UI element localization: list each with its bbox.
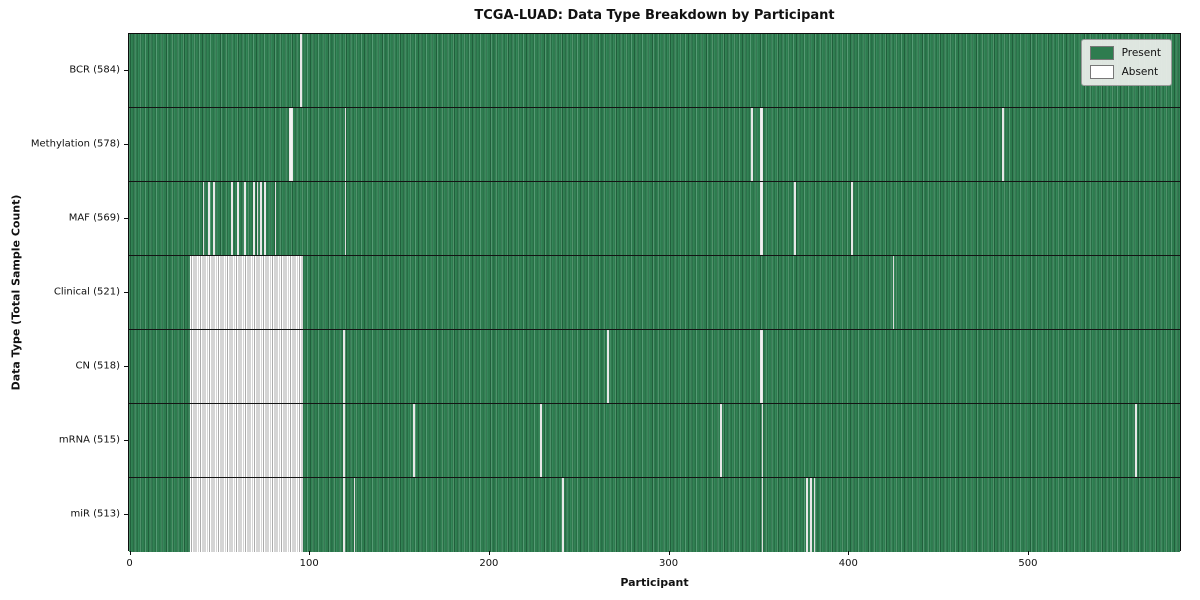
absent-segment [761, 478, 764, 552]
x-tick-label-200: 200 [479, 558, 499, 569]
x-axis-label: Participant [620, 576, 689, 589]
heatmap-row-bcr [129, 34, 1180, 108]
absent-segment [353, 478, 356, 552]
absent-segment [606, 330, 609, 403]
absent-segment [288, 108, 293, 181]
absent-segment [202, 182, 205, 255]
y-tick-mark [124, 144, 128, 145]
legend-item-present: Present [1089, 46, 1161, 60]
absent-segment [190, 330, 304, 403]
x-tick-mark [129, 551, 131, 555]
absent-segment [256, 182, 259, 255]
y-tick-mark [124, 514, 128, 515]
absent-segment [813, 478, 816, 552]
x-tick-label-400: 400 [838, 558, 858, 569]
absent-segment [412, 404, 415, 477]
heatmap-row-mir [129, 478, 1180, 552]
x-tick-label-100: 100 [299, 558, 319, 569]
absent-segment [562, 478, 564, 552]
absent-segment [892, 256, 895, 329]
x-tick-mark [1027, 551, 1029, 555]
absent-segment [252, 182, 255, 255]
heatmap-row-maf [129, 182, 1180, 256]
absent-segment [236, 182, 239, 255]
absent-swatch [1089, 65, 1114, 79]
absent-segment [260, 182, 262, 255]
x-tick-mark [488, 551, 490, 555]
absent-segment [190, 404, 304, 477]
absent-segment [540, 404, 543, 477]
x-tick-label-500: 500 [1018, 558, 1038, 569]
absent-segment [231, 182, 234, 255]
absent-segment [344, 108, 347, 181]
legend-item-absent: Absent [1089, 65, 1161, 79]
absent-segment [263, 182, 266, 255]
absent-segment [810, 478, 812, 552]
y-tick-mark [124, 366, 128, 367]
y-tick-label-mir: miR (513) [70, 508, 120, 520]
absent-segment [720, 404, 722, 477]
heatmap-row-methylation [129, 108, 1180, 182]
legend: Present Absent [1080, 39, 1172, 86]
heatmap-row-mrna [129, 404, 1180, 478]
absent-segment [342, 478, 345, 552]
heatmap-plot-area: Present Absent [128, 33, 1181, 552]
absent-segment [190, 478, 304, 552]
y-tick-mark [124, 218, 128, 219]
present-swatch [1089, 46, 1114, 60]
heatmap-row-cn [129, 330, 1180, 404]
absent-segment [806, 478, 809, 552]
absent-segment [793, 182, 796, 255]
absent-segment [344, 182, 347, 255]
absent-segment [750, 108, 753, 181]
absent-segment [190, 256, 304, 329]
x-tick-mark [309, 551, 311, 555]
absent-segment [759, 182, 764, 255]
absent-segment [342, 330, 345, 403]
x-tick-mark [848, 551, 850, 555]
x-tick-mark [668, 551, 670, 555]
chart-title: TCGA-LUAD: Data Type Breakdown by Partic… [474, 8, 835, 23]
absent-segment [244, 182, 246, 255]
legend-label-present: Present [1121, 47, 1161, 59]
y-tick-label-clinical: Clinical (521) [53, 286, 120, 298]
absent-segment [1002, 108, 1005, 181]
y-tick-mark [124, 70, 128, 71]
absent-segment [759, 330, 764, 403]
legend-label-absent: Absent [1121, 66, 1159, 78]
absent-segment [342, 404, 345, 477]
y-tick-label-mrna: mRNA (515) [58, 434, 120, 446]
absent-segment [274, 182, 277, 255]
absent-segment [1135, 404, 1138, 477]
absent-segment [761, 404, 764, 477]
y-tick-label-cn: CN (518) [75, 360, 120, 372]
y-tick-label-methylation: Methylation (578) [30, 138, 120, 150]
y-tick-label-bcr: BCR (584) [69, 64, 120, 76]
y-tick-mark [124, 292, 128, 293]
absent-segment [851, 182, 854, 255]
y-tick-mark [124, 440, 128, 441]
absent-segment [208, 182, 210, 255]
y-tick-label-maf: MAF (569) [68, 212, 120, 224]
absent-segment [759, 108, 764, 181]
heatmap-row-clinical [129, 256, 1180, 330]
x-tick-label-300: 300 [659, 558, 679, 569]
absent-segment [299, 34, 302, 107]
x-tick-label-0: 0 [126, 558, 133, 569]
absent-segment [213, 182, 216, 255]
